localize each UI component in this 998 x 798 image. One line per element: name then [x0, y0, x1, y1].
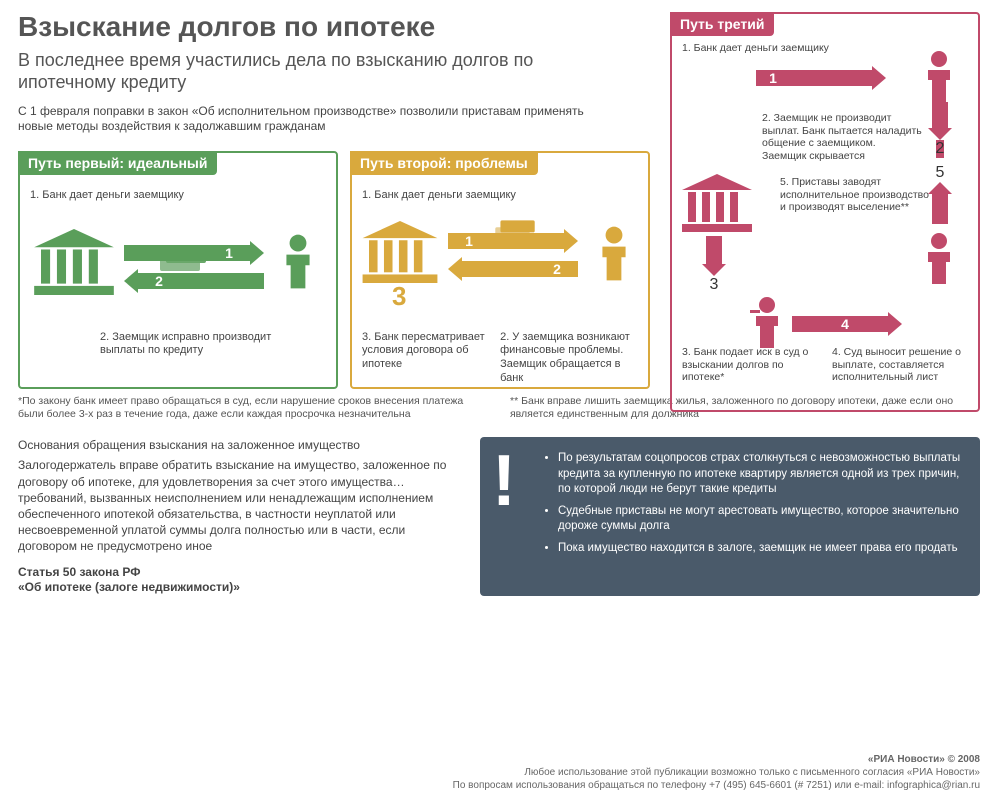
person-icon — [594, 225, 634, 281]
bailiff-icon — [920, 232, 958, 284]
arrow-p3-4: 4 — [792, 312, 902, 336]
legal-body: Залогодержатель вправе обратить взыскани… — [18, 457, 462, 554]
exclaim-icon: ! — [492, 445, 516, 517]
path-1-header: Путь первый: идеальный — [18, 151, 217, 175]
credits-line2: По вопросам использования обращаться по … — [453, 780, 980, 791]
law-ref-1: Статья 50 закона РФ — [18, 565, 462, 581]
path1-diagram: 1 2 — [20, 211, 336, 331]
bank-icon — [34, 229, 114, 295]
path-2-header: Путь второй: проблемы — [350, 151, 538, 175]
arrow-p3-1: 1 — [756, 66, 886, 90]
path1-step1: 1. Банк дает деньги заемщику — [30, 189, 210, 203]
bottom-row: Основания обращения взыскания на заложен… — [0, 423, 998, 600]
arrow-p1-2: 2 — [124, 269, 264, 293]
page-subtitle: В последнее время участились дела по взы… — [18, 49, 618, 94]
info-list: По результатам соцопросов страх столкнут… — [544, 451, 966, 556]
path2-step3: 3. Банк пересматривает условия договора … — [362, 331, 490, 386]
path-2-panel: Путь второй: проблемы 1. Банк дает деньг… — [350, 151, 650, 389]
path3-step5: 5. Приставы заводят исполнительное произ… — [780, 176, 930, 214]
footnote-left: *По закону банк имеет право обращаться в… — [18, 395, 488, 421]
bank-icon — [682, 174, 752, 232]
credits-brand: «РИА Новости» © 2008 — [868, 754, 980, 765]
path-3-panel: Путь третий 1. Банк дает деньги заемщику… — [670, 12, 980, 412]
judge-icon — [748, 296, 786, 353]
info-item: Судебные приставы не могут арестовать им… — [558, 504, 966, 535]
legal-block: Основания обращения взыскания на заложен… — [18, 437, 462, 596]
arrow-p3-2: 2 — [928, 102, 952, 158]
path3-step4: 4. Суд выносит решение о выплате, состав… — [832, 346, 972, 384]
arrow-p2-1: 1 — [448, 229, 578, 253]
path3-step1: 1. Банк дает деньги заемщику — [682, 42, 842, 55]
intro-text: С 1 февраля поправки в закон «Об исполни… — [18, 104, 618, 135]
path2-step2: 2. У заемщика возникают финансовые пробл… — [500, 331, 638, 386]
path-1-panel: Путь первый: идеальный 1. Банк дает день… — [18, 151, 338, 389]
arrow-p2-2: 2 — [448, 257, 578, 281]
person-icon — [278, 233, 318, 289]
credits-line1: Любое использование этой публикации возм… — [524, 767, 980, 778]
path-3-header: Путь третий — [670, 12, 774, 36]
credits: «РИА Новости» © 2008 Любое использование… — [18, 753, 980, 792]
path3-step2: 2. Заемщик не производит выплат. Банк пы… — [762, 112, 922, 162]
person-icon — [920, 50, 958, 102]
info-item: По результатам соцопросов страх столкнут… — [558, 451, 966, 498]
arrow-p3-5: 5 — [928, 164, 952, 224]
arrow-p3-3: 3 — [702, 236, 726, 294]
path1-step2: 2. Заемщик исправно производит выплаты п… — [100, 331, 300, 359]
path2-step1: 1. Банк дает деньги заемщику — [362, 189, 542, 203]
info-item: Пока имущество находится в залоге, заемщ… — [558, 541, 966, 557]
bank-icon — [362, 221, 438, 283]
path2-num3: 3 — [392, 281, 406, 312]
path2-diagram: 1 2 3 — [352, 211, 648, 331]
legal-heading: Основания обращения взыскания на заложен… — [18, 437, 462, 453]
info-box: ! По результатам соцопросов страх столкн… — [480, 437, 980, 596]
path3-step3: 3. Банк подает иск в суд о взыскании дол… — [682, 346, 812, 384]
law-ref-2: «Об ипотеке (залоге недвижимости)» — [18, 580, 462, 596]
arrow-p1-1: 1 — [124, 241, 264, 265]
